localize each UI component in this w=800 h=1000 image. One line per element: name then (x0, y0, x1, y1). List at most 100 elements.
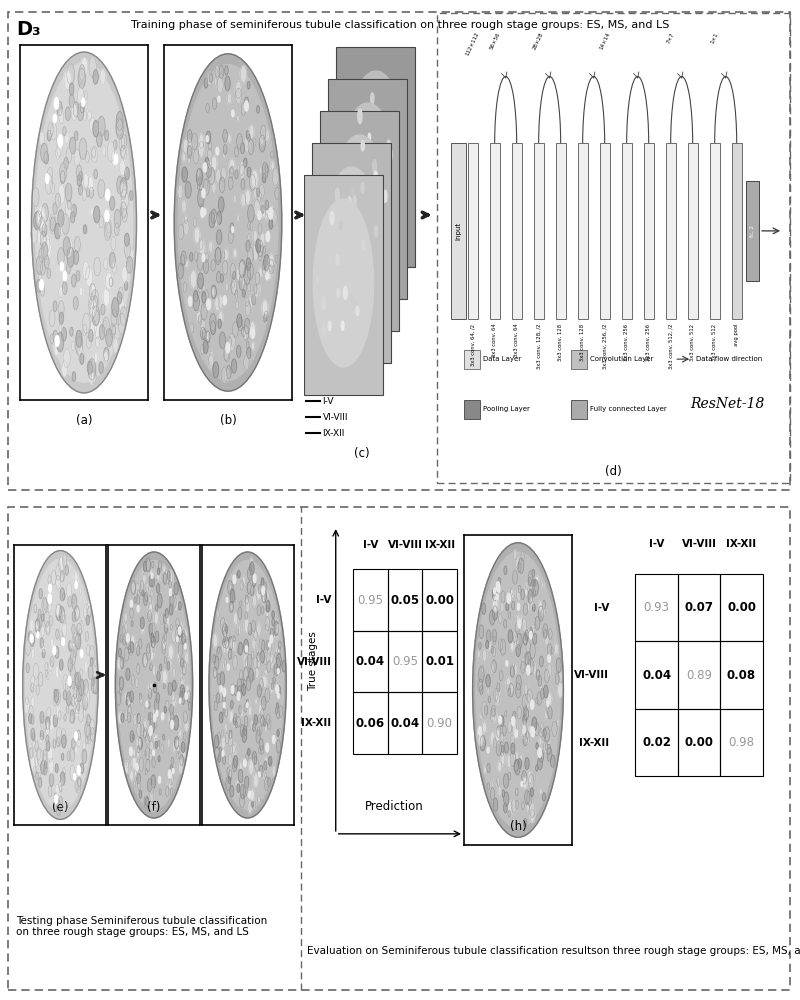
Circle shape (144, 796, 148, 808)
Text: VI-VIII: VI-VIII (682, 539, 717, 549)
Circle shape (231, 687, 234, 695)
Circle shape (359, 169, 362, 178)
Circle shape (218, 755, 221, 762)
Circle shape (528, 724, 531, 734)
Bar (328, 79, 407, 299)
Circle shape (59, 781, 62, 791)
Circle shape (261, 125, 266, 139)
Circle shape (233, 636, 235, 642)
Circle shape (217, 77, 223, 94)
Circle shape (258, 685, 262, 697)
Circle shape (352, 188, 354, 195)
Circle shape (192, 133, 198, 150)
Circle shape (533, 604, 535, 611)
Circle shape (228, 754, 232, 766)
Circle shape (57, 135, 61, 148)
Circle shape (82, 189, 86, 200)
Circle shape (54, 795, 58, 804)
Circle shape (219, 747, 222, 754)
Circle shape (224, 659, 226, 666)
Circle shape (360, 201, 363, 212)
Circle shape (153, 709, 154, 716)
Circle shape (44, 152, 48, 164)
Circle shape (530, 727, 533, 733)
Circle shape (83, 225, 86, 234)
Text: IX-XII: IX-XII (579, 738, 609, 748)
Circle shape (42, 238, 46, 250)
Circle shape (66, 583, 72, 598)
Circle shape (554, 643, 558, 655)
Circle shape (139, 790, 142, 798)
Circle shape (178, 602, 182, 610)
Circle shape (66, 692, 71, 705)
Circle shape (136, 595, 139, 605)
Circle shape (487, 763, 490, 773)
Circle shape (34, 212, 40, 230)
Circle shape (262, 260, 266, 270)
Circle shape (254, 756, 257, 765)
Circle shape (512, 724, 518, 740)
Circle shape (262, 590, 266, 603)
Circle shape (168, 683, 172, 695)
Circle shape (218, 689, 222, 703)
Circle shape (39, 589, 42, 599)
Circle shape (190, 253, 193, 261)
Circle shape (98, 179, 105, 198)
Circle shape (253, 751, 257, 764)
Circle shape (531, 727, 534, 737)
Circle shape (246, 131, 250, 139)
Circle shape (77, 730, 80, 740)
Text: 3x3 conv, 256, /2: 3x3 conv, 256, /2 (602, 324, 607, 369)
Circle shape (206, 332, 209, 340)
Circle shape (530, 788, 534, 797)
Circle shape (246, 703, 248, 707)
Circle shape (491, 646, 494, 653)
Circle shape (172, 595, 176, 608)
Circle shape (99, 362, 103, 373)
Circle shape (499, 716, 502, 724)
Circle shape (70, 83, 74, 95)
Text: Pooling Layer: Pooling Layer (483, 406, 530, 412)
Circle shape (228, 770, 232, 781)
Circle shape (246, 341, 249, 349)
Circle shape (82, 98, 85, 106)
Circle shape (86, 714, 90, 726)
Circle shape (50, 656, 54, 667)
Circle shape (479, 679, 482, 690)
Circle shape (322, 324, 326, 336)
Circle shape (54, 694, 58, 706)
Circle shape (515, 751, 518, 760)
Circle shape (122, 266, 128, 283)
Circle shape (46, 707, 51, 720)
Circle shape (357, 287, 360, 300)
Circle shape (139, 695, 143, 705)
Circle shape (41, 761, 45, 774)
Circle shape (66, 183, 72, 202)
Circle shape (546, 744, 548, 750)
Circle shape (534, 722, 539, 736)
Circle shape (231, 685, 234, 694)
Text: 56×56: 56×56 (489, 31, 501, 50)
Circle shape (275, 628, 278, 639)
Ellipse shape (346, 71, 406, 239)
Circle shape (476, 730, 478, 738)
Circle shape (544, 727, 550, 742)
Circle shape (178, 224, 184, 240)
Circle shape (253, 138, 256, 146)
Circle shape (539, 601, 542, 611)
Circle shape (355, 243, 358, 252)
Circle shape (80, 102, 84, 113)
Circle shape (270, 254, 274, 267)
Circle shape (146, 797, 149, 806)
Circle shape (504, 566, 507, 575)
Circle shape (237, 134, 242, 149)
Circle shape (361, 182, 364, 193)
Circle shape (139, 693, 142, 699)
Circle shape (86, 725, 91, 740)
Circle shape (169, 645, 174, 659)
Circle shape (267, 661, 270, 672)
Circle shape (138, 596, 140, 603)
Circle shape (262, 206, 264, 213)
Circle shape (218, 311, 223, 324)
Circle shape (384, 227, 387, 238)
